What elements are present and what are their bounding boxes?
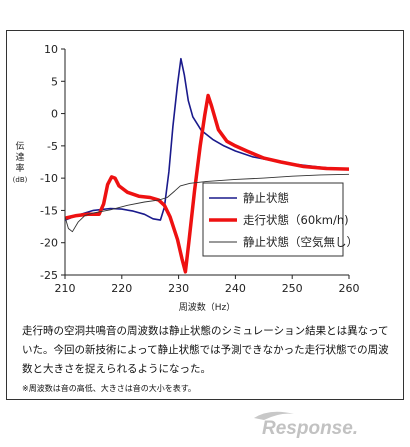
y-tick-label: 10 <box>44 43 58 56</box>
series-line-2 <box>65 93 349 274</box>
y-axis-label: 率 <box>15 162 24 174</box>
x-tick-label: 210 <box>55 282 76 295</box>
logo-swoosh-icon <box>254 411 294 420</box>
series-line-1 <box>65 57 349 221</box>
legend-label: 静止状態 <box>243 191 289 205</box>
y-tick-label: 0 <box>51 108 58 121</box>
chart-caption: 走行時の空洞共鳴音の周波数は静止状態のシミュレーション結果とは異なっていた。今回… <box>22 325 389 375</box>
y-tick-label: -10 <box>40 172 58 185</box>
legend-label: 走行状態（60km/h) <box>243 213 349 227</box>
series-lines <box>65 57 349 274</box>
x-tick-label: 240 <box>225 282 246 295</box>
series-line-3 <box>65 173 349 233</box>
x-tick-label: 260 <box>339 282 360 295</box>
x-tick-label: 250 <box>282 282 303 295</box>
response-logo: Response. <box>254 411 358 439</box>
legend-label: 静止状態（空気無し） <box>243 235 358 249</box>
y-tick-label: -5 <box>47 140 58 153</box>
x-axis-label: 周波数（Hz） <box>179 301 236 313</box>
x-tick-label: 220 <box>111 282 132 295</box>
chart-frame: 10 5 0 -5 -10 -15 -20 -25 210 220 230 240 250 260 周波数（… <box>6 30 404 400</box>
y-tick-label: -20 <box>40 237 58 250</box>
y-tick-label: 5 <box>51 75 58 88</box>
y-tick-label: -25 <box>40 269 58 282</box>
y-axis-label: 伝 <box>15 141 24 152</box>
y-tick-label: -15 <box>40 204 58 217</box>
y-axis-label: 達 <box>15 151 24 163</box>
x-tick-label: 230 <box>168 282 189 295</box>
footnote: ※周波数は音の高低、大きさは音の大小を表す。 <box>22 384 196 393</box>
watermark-text: Response. <box>262 418 358 439</box>
y-axis-label: (dB) <box>13 176 28 184</box>
